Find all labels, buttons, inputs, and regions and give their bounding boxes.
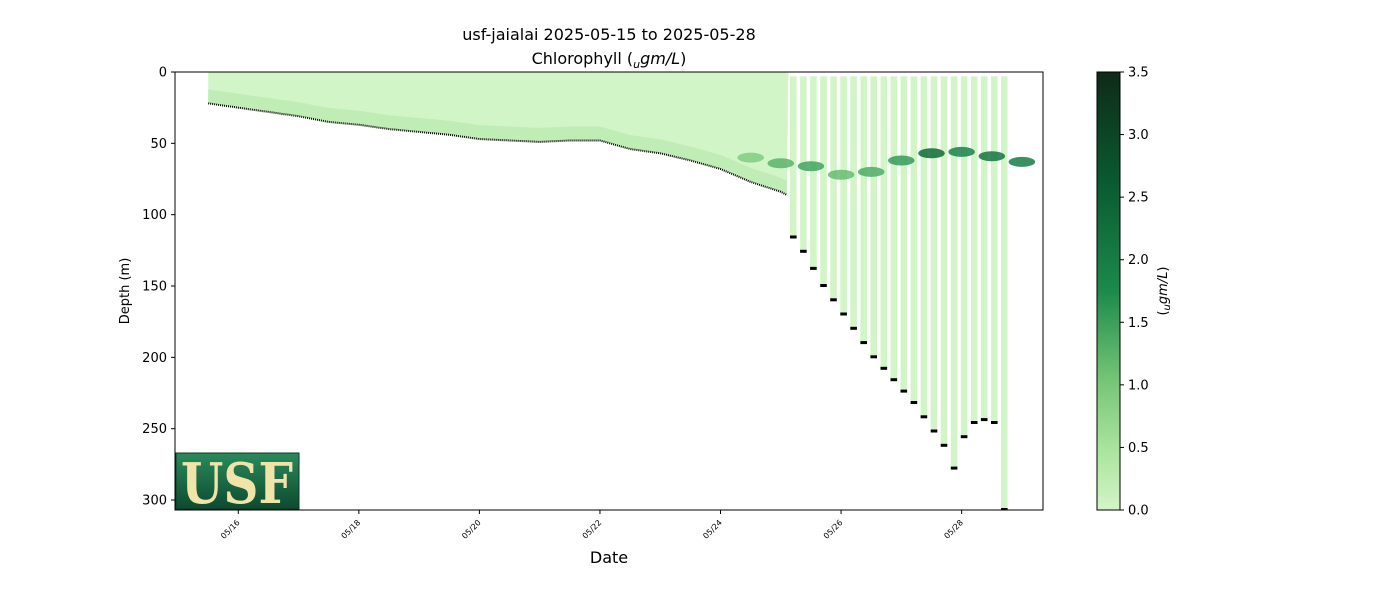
subsurface-band — [208, 89, 787, 195]
chlorophyll-maximum-patch — [857, 166, 885, 177]
profile-bar — [830, 76, 837, 301]
x-axis: 05/16 05/18 05/20 05/22 05/24 05/26 05/28 — [219, 510, 965, 541]
colorbar-tick-label: 0.5 — [1128, 441, 1149, 456]
profile-bar — [870, 76, 877, 358]
profile-bottom-marker — [980, 418, 988, 422]
plot-frame — [174, 71, 1044, 511]
profile-bottom-marker — [940, 443, 948, 447]
x-tick-label: 05/24 — [701, 518, 724, 541]
profile-bottom-marker — [910, 401, 918, 404]
usf-logo: USF — [175, 451, 300, 517]
profile-bottom-marker — [800, 249, 807, 253]
profile-bottom-marker — [820, 284, 827, 287]
chlorophyll-maximum-patch — [948, 146, 975, 157]
profile-bottom-marker — [920, 415, 928, 419]
profile-bar — [991, 76, 998, 424]
profile-bar — [950, 76, 958, 469]
colorbar-tick-label: 2.0 — [1128, 253, 1149, 268]
y-tick-label: 100 — [142, 208, 167, 223]
profile-bar — [860, 76, 867, 344]
profile-bar — [820, 76, 827, 286]
plot-background — [175, 72, 1043, 510]
profile-bottom-marker — [960, 435, 968, 439]
colorbar-ticks: 0.0 0.5 1.0 1.5 2.0 2.5 3.0 3.5 — [1120, 66, 1149, 519]
colorbar-tick-label: 1.5 — [1128, 316, 1149, 331]
profile-bottom-marker — [1001, 508, 1008, 510]
profile-bottom-marker — [860, 341, 867, 345]
profile-bar — [1001, 76, 1008, 510]
x-tick-label: 05/20 — [460, 518, 483, 541]
profile-bar — [920, 76, 928, 418]
profile-bottom-marker — [830, 298, 837, 302]
profile-bottom-marker — [870, 355, 877, 359]
y-axis-label: Depth (m) — [118, 258, 133, 325]
profile-bar — [970, 76, 978, 424]
y-tick-label: 250 — [142, 422, 167, 437]
y-tick-label: 50 — [150, 137, 167, 152]
chlorophyll-maximum-patch — [737, 152, 764, 163]
svg-text:USF: USF — [181, 451, 293, 517]
x-tick-label: 05/22 — [581, 518, 604, 541]
data-layer — [208, 72, 1036, 510]
profile-bar — [840, 76, 847, 315]
x-axis-label: Date — [590, 548, 628, 567]
profile-bottom-marker — [970, 421, 978, 424]
colorbar-label: (ugm/L) — [1156, 266, 1173, 315]
colorbar-tick-label: 3.5 — [1128, 66, 1149, 81]
profile-bar — [930, 76, 938, 432]
y-axis: 0 50 100 150 200 250 300 — [142, 66, 175, 509]
chlorophyll-maximum-patch — [1008, 156, 1036, 167]
profile-bar — [980, 76, 988, 421]
profile-bottom-marker — [991, 421, 998, 424]
profile-bottom-marker — [930, 429, 938, 433]
x-tick-label: 05/26 — [822, 518, 845, 541]
profile-bottom-marker — [850, 326, 857, 330]
colorbar-tick-label: 1.0 — [1128, 378, 1149, 393]
plot-area — [175, 72, 1043, 510]
profile-bottom-marker — [790, 235, 797, 239]
y-tick-label: 0 — [159, 66, 167, 81]
colorbar: 0.0 0.5 1.0 1.5 2.0 2.5 3.0 3.5 (ugm/L) — [1096, 66, 1173, 519]
chlorophyll-maximum-patch — [767, 158, 795, 169]
profile-bar — [960, 76, 968, 438]
colorbar-tick-label: 2.5 — [1128, 191, 1149, 206]
profile-bar — [790, 76, 797, 238]
profile-bottom-marker — [900, 389, 908, 393]
profile-bar — [940, 76, 948, 446]
profile-bar — [900, 76, 908, 392]
chlorophyll-maximum-patch — [888, 155, 915, 166]
profile-bottom-marker — [810, 266, 817, 270]
chlorophyll-maximum-patch — [918, 148, 945, 159]
profile-bottom-marker — [890, 378, 898, 382]
profile-bar — [810, 76, 817, 269]
y-tick-label: 150 — [142, 280, 167, 295]
profile-bottom-marker — [950, 466, 958, 470]
chart-subtitle: Chlorophyll (ugm/L) — [532, 49, 687, 71]
chlorophyll-maximum-patch — [827, 169, 855, 180]
profile-bar — [880, 76, 888, 369]
profile-bar — [890, 76, 898, 381]
y-tick-label: 300 — [142, 494, 167, 509]
x-tick-label: 05/28 — [942, 518, 965, 541]
y-tick-label: 200 — [142, 351, 167, 366]
continuous-profile-region — [208, 72, 789, 195]
colorbar-gradient — [1096, 71, 1121, 511]
profile-bottom-marker — [880, 366, 888, 370]
profile-bar — [910, 76, 918, 404]
chlorophyll-maximum-patch — [978, 151, 1006, 162]
profile-bottom-marker — [840, 312, 847, 316]
chart-title: usf-jaialai 2025-05-15 to 2025-05-28 — [462, 25, 756, 44]
colorbar-tick-label: 3.0 — [1128, 128, 1149, 143]
profile-bar — [850, 76, 857, 329]
x-tick-label: 05/18 — [340, 518, 363, 541]
colorbar-tick-label: 0.0 — [1128, 504, 1149, 519]
x-tick-label: 05/16 — [219, 518, 242, 541]
chlorophyll-maximum-patch — [797, 161, 825, 172]
